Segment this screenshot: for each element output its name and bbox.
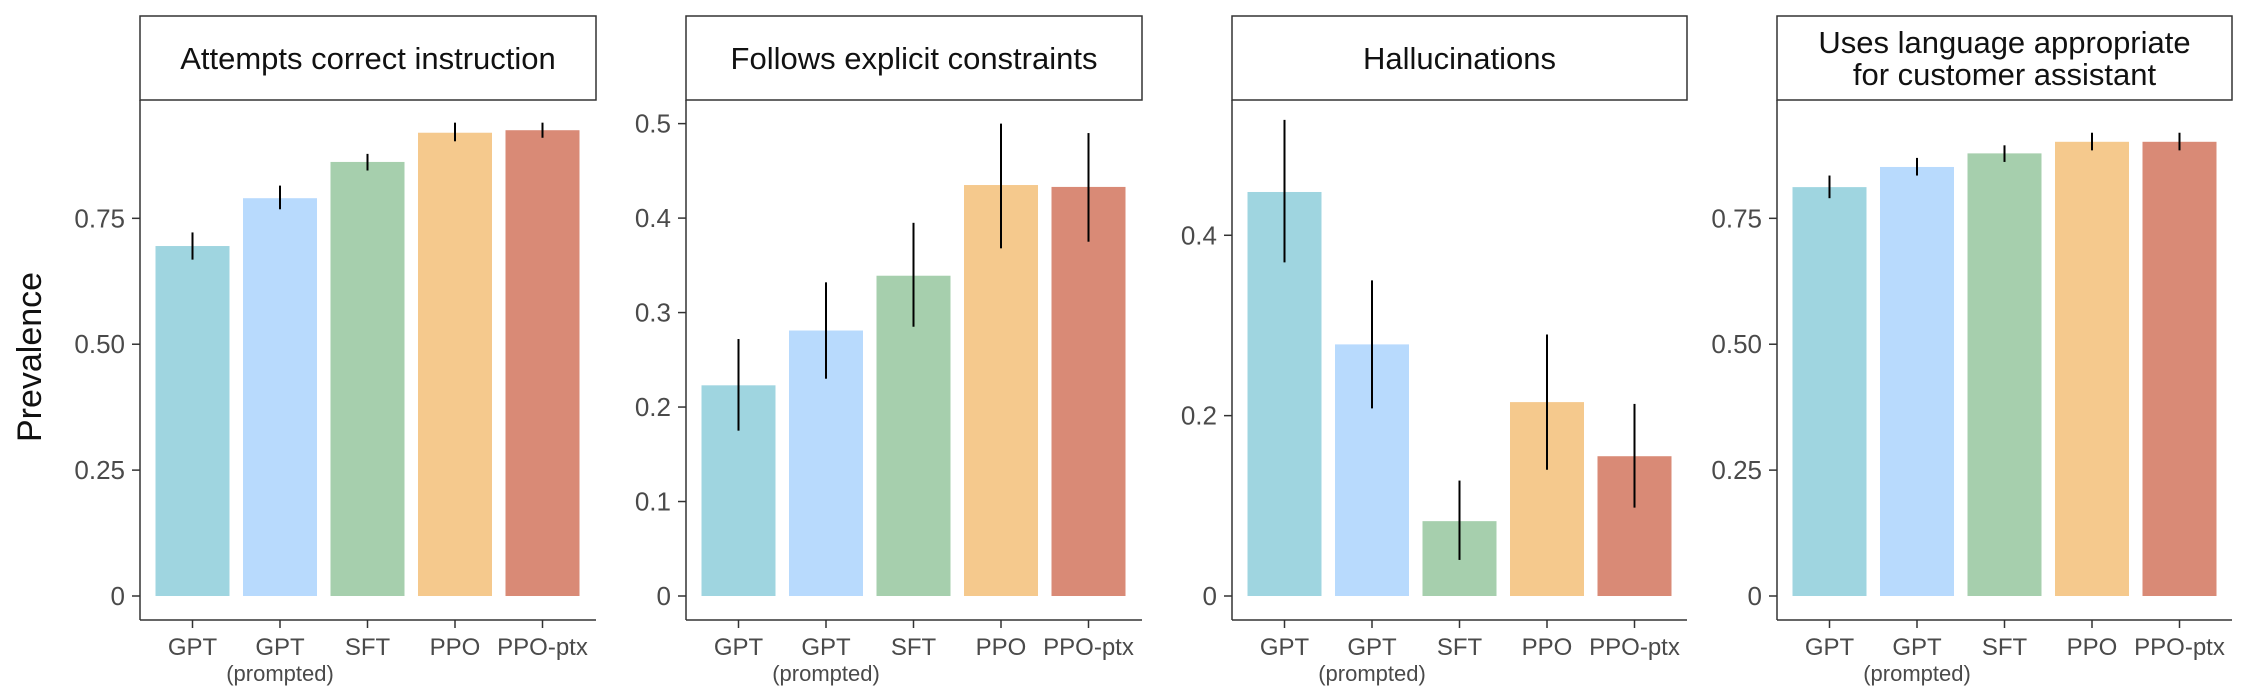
x-tick-label: GPT [1347,634,1397,661]
x-tick-label: SFT [1982,634,2028,661]
bar [2142,141,2217,596]
x-tick-label: GPT [801,634,851,661]
panel-title-box [139,15,597,101]
x-tick-label: PPO-ptx [497,634,588,661]
x-tick-label: SFT [891,634,937,661]
bar [155,246,230,596]
y-tick-label: 0.25 [74,455,125,485]
panel-title: Follows explicit constraints [731,41,1098,76]
panel-title-box [1231,15,1688,101]
y-tick-label: 0.75 [74,203,125,233]
y-tick-label: 0 [111,581,125,611]
bar [964,185,1038,596]
y-axis-title: Prevalence [11,272,49,442]
panel-title: Attempts correct instruction [180,41,556,76]
bar [330,161,405,596]
x-tick-label: SFT [1437,634,1483,661]
y-tick-label: 0.5 [635,109,671,139]
x-tick-label: PPO-ptx [2134,634,2225,661]
x-tick-label: GPT [255,634,305,661]
bar [1880,166,1954,596]
x-tick-label: GPT [1805,634,1855,661]
chart-panel: Follows explicit constraints 0 0.1 0.2 0.3 0.… [635,15,1143,686]
x-tick-sublabel: (prompted) [772,661,880,686]
x-tick-label: GPT [1260,634,1310,661]
panel-title: Hallucinations [1363,41,1556,76]
x-tick-label: PPO [1522,634,1573,661]
panel-title: for customer assistant [1853,57,2157,92]
bar [418,132,492,596]
x-tick-sublabel: (prompted) [1318,661,1426,686]
y-tick-label: 0.3 [635,298,671,328]
y-tick-label: 0 [657,581,671,611]
panel-title: Uses language appropriate [1818,25,2190,60]
x-tick-label: PPO [430,634,481,661]
y-tick-label: 0.50 [1711,329,1762,359]
bar [505,130,580,596]
y-tick-label: 0 [1203,581,1217,611]
y-tick-label: 0.2 [635,392,671,422]
bar [1967,153,2042,596]
y-tick-label: 0.75 [1711,203,1762,233]
x-tick-label: PPO [2067,634,2118,661]
bar [876,275,951,596]
x-tick-sublabel: (prompted) [1863,661,1971,686]
y-tick-label: 0.4 [635,203,671,233]
y-tick-label: 0.4 [1181,220,1217,250]
chart-panel: Attempts correct instruction 0 0.25 0.50 0.7… [74,15,597,686]
x-tick-sublabel: (prompted) [226,661,334,686]
bar [2055,141,2129,596]
x-tick-label: PPO [976,634,1027,661]
bar [243,198,317,597]
y-tick-label: 0.1 [635,487,671,517]
y-tick-label: 0.2 [1181,401,1217,431]
x-tick-label: GPT [168,634,218,661]
bar [1792,187,1867,596]
bar [1051,186,1126,596]
panel-title-box [685,15,1143,101]
y-tick-label: 0 [1748,581,1762,611]
chart-panels: Attempts correct instruction00.250.500.7… [74,15,2233,686]
y-tick-label: 0.25 [1711,455,1762,485]
x-tick-label: GPT [1892,634,1942,661]
y-tick-label: 0.50 [74,329,125,359]
x-tick-label: SFT [345,634,391,661]
x-tick-label: PPO-ptx [1589,634,1680,661]
panel-title-box [1776,15,2233,101]
x-tick-label: GPT [714,634,764,661]
x-tick-label: PPO-ptx [1043,634,1134,661]
